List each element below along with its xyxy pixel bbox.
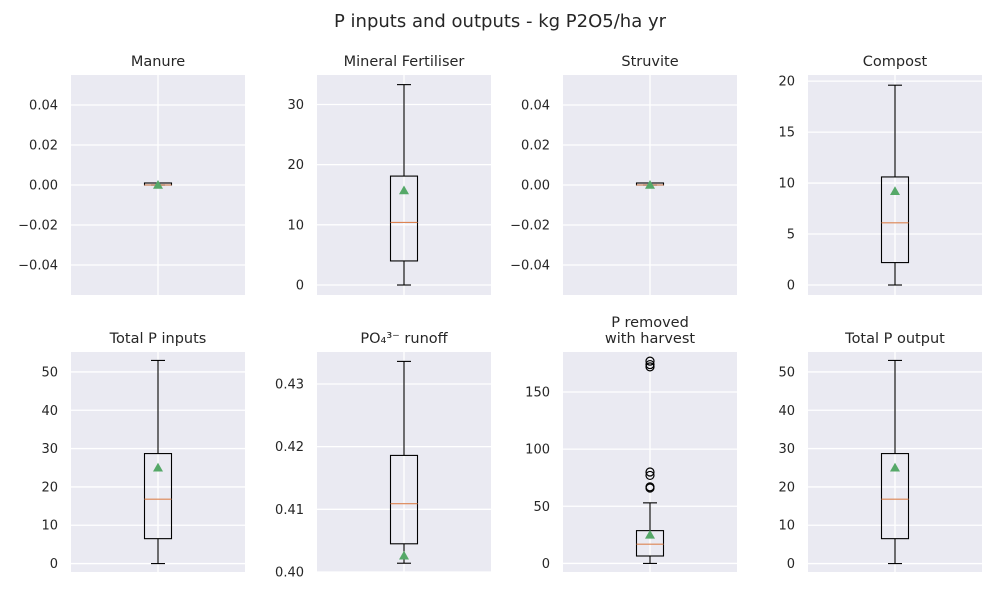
y-tick-label: 0 <box>787 557 795 572</box>
y-tick-label: 10 <box>778 177 795 192</box>
box-iqr <box>143 453 173 540</box>
subplot-title: with harvest <box>605 331 695 347</box>
y-tick-label: 30 <box>778 442 795 457</box>
y-tick-label: 0.02 <box>521 139 550 154</box>
y-tick-label: 40 <box>41 404 58 419</box>
y-tick-label: 20 <box>41 480 58 495</box>
outlier-point <box>645 467 655 477</box>
figure-title: P inputs and outputs - kg P2O5/ha yr <box>334 11 667 32</box>
y-tick-label: 0.43 <box>275 377 304 392</box>
subplot: −0.04 −0.02 0.00 0.02 0.04 Struvite <box>510 54 737 295</box>
y-tick-label: 10 <box>778 519 795 534</box>
subplot: 0 5 10 15 20 Compost <box>778 54 982 295</box>
subplot: 0 10 20 30 40 50 Total P inputs <box>41 331 245 572</box>
y-tick-label: 40 <box>778 404 795 419</box>
y-tick-label: 0.04 <box>29 99 58 114</box>
y-tick-label: 10 <box>287 218 304 233</box>
subplot-title: Compost <box>863 54 928 70</box>
mean-marker <box>890 462 900 472</box>
y-tick-label: 0 <box>50 557 58 572</box>
y-tick-label: 0.41 <box>275 503 304 518</box>
subplot-title: P removed <box>611 315 689 331</box>
y-tick-label: 100 <box>525 443 550 458</box>
y-tick-label: 0.42 <box>275 440 304 455</box>
y-tick-label: 0.04 <box>521 99 550 114</box>
outlier-point <box>645 482 655 492</box>
y-tick-label: 20 <box>287 158 304 173</box>
subplot: 0.40 0.41 0.42 0.43 PO₄³⁻ runoff <box>275 331 491 581</box>
box-iqr <box>880 453 910 540</box>
y-tick-label: 50 <box>533 500 550 515</box>
subplot-title: Manure <box>131 54 185 70</box>
y-tick-label: 0.02 <box>29 139 58 154</box>
y-tick-label: −0.02 <box>18 219 58 234</box>
y-tick-label: 0.40 <box>275 566 304 581</box>
y-tick-label: 30 <box>287 98 304 113</box>
mean-marker <box>890 186 900 195</box>
mean-marker <box>399 185 409 195</box>
y-tick-label: 0.00 <box>521 179 550 194</box>
subplot-title: Mineral Fertiliser <box>344 54 465 70</box>
y-tick-label: 0 <box>787 279 795 294</box>
y-tick-label: 50 <box>778 365 795 380</box>
box-iqr <box>880 176 910 264</box>
y-tick-label: −0.04 <box>510 259 550 274</box>
outlier-point <box>645 470 655 481</box>
y-tick-label: 15 <box>778 126 795 141</box>
subplot-title: Total P output <box>844 331 945 347</box>
y-tick-label: 0 <box>542 557 550 572</box>
box-iqr <box>389 454 419 545</box>
subplot: 0 10 20 30 Mineral Fertiliser <box>287 54 491 295</box>
y-tick-label: 50 <box>41 365 58 380</box>
mean-marker <box>399 550 409 560</box>
box-iqr <box>389 175 419 262</box>
subplot-title: Total P inputs <box>109 331 207 347</box>
y-tick-label: −0.02 <box>510 219 550 234</box>
y-tick-label: 0.00 <box>29 179 58 194</box>
y-tick-label: 30 <box>41 442 58 457</box>
mean-marker <box>153 180 163 189</box>
outlier-point <box>645 359 655 370</box>
outlier-point <box>645 362 655 372</box>
subplot: 0 10 20 30 40 50 Total P output <box>778 331 982 572</box>
y-tick-label: −0.04 <box>18 259 58 274</box>
subplot-title: Struvite <box>621 54 678 70</box>
y-tick-label: 20 <box>778 480 795 495</box>
mean-marker <box>645 529 655 539</box>
mean-marker <box>645 180 655 189</box>
subplot-title: PO₄³⁻ runoff <box>360 331 448 347</box>
y-tick-label: 5 <box>787 228 795 243</box>
mean-marker <box>153 462 163 472</box>
y-tick-label: 0 <box>296 279 304 294</box>
outlier-point <box>645 356 655 366</box>
y-tick-label: 10 <box>41 519 58 534</box>
y-tick-label: 150 <box>525 386 550 401</box>
y-tick-label: 20 <box>778 75 795 90</box>
subplot: −0.04 −0.02 0.00 0.02 0.04 Manure <box>18 54 245 295</box>
